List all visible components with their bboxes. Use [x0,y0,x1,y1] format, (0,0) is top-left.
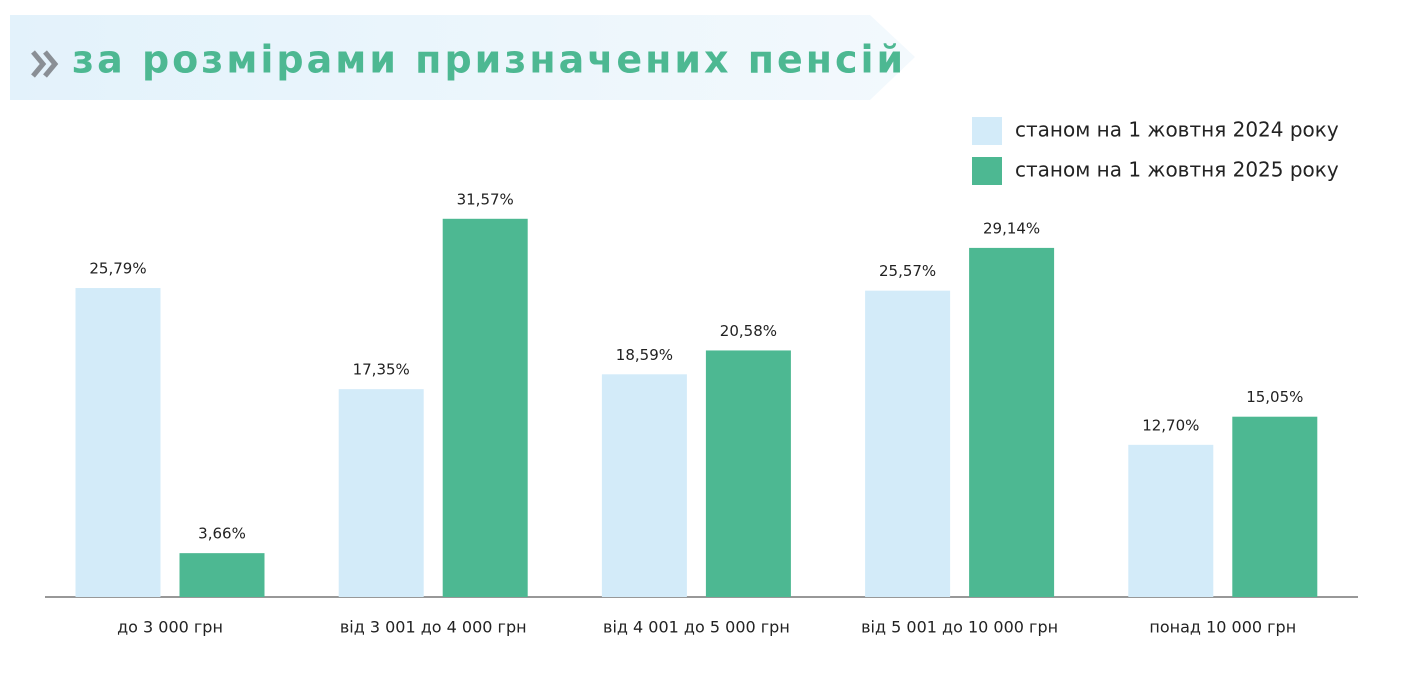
x-tick-label: від 5 001 до 10 000 грн [861,618,1058,637]
value-label: 17,35% [353,361,410,379]
bar [969,247,1055,597]
x-tick-label: від 4 001 до 5 000 грн [603,618,790,637]
value-label: 31,57% [457,190,514,208]
title-banner [10,15,915,100]
legend-swatch [972,117,1002,145]
bar [865,290,951,597]
bar [1232,416,1318,597]
value-label: 25,79% [89,260,146,278]
x-tick-label: понад 10 000 грн [1149,618,1296,637]
legend-label: станом на 1 жовтня 2024 року [1015,118,1339,142]
value-label: 12,70% [1142,416,1199,434]
value-label: 20,58% [720,322,777,340]
value-label: 18,59% [616,346,673,364]
legend-swatch [972,157,1002,185]
bar [601,374,687,597]
value-label: 15,05% [1246,388,1303,406]
legend-label: станом на 1 жовтня 2025 року [1015,158,1339,182]
chart-title: за розмірами призначених пенсій [72,38,906,82]
x-tick-label: від 3 001 до 4 000 грн [340,618,527,637]
bar [442,218,528,598]
value-label: 3,66% [198,525,246,543]
bar [75,288,161,597]
bar [338,389,424,597]
bar [1128,444,1214,597]
bar [705,350,791,597]
value-label: 25,57% [879,262,936,280]
title-chevrons [31,50,59,78]
x-tick-label: до 3 000 грн [117,618,223,637]
bar [179,553,265,597]
value-label: 29,14% [983,219,1040,237]
